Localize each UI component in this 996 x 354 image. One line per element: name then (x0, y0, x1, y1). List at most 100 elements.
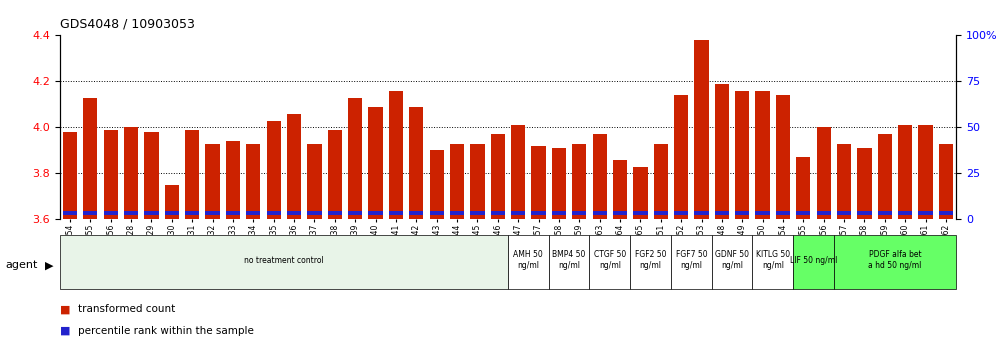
Bar (552, 148, 566, 219)
FancyBboxPatch shape (630, 235, 671, 289)
Bar (491, 134, 505, 219)
Bar (858, 211, 872, 215)
Bar (267, 211, 281, 215)
Bar (308, 143, 322, 219)
Bar (939, 211, 953, 215)
Bar (776, 95, 790, 219)
FancyBboxPatch shape (752, 235, 793, 289)
FancyBboxPatch shape (590, 235, 630, 289)
Bar (185, 130, 199, 219)
Text: BMP4 50
ng/ml: BMP4 50 ng/ml (553, 251, 586, 270)
Bar (715, 84, 729, 219)
Bar (613, 160, 627, 219)
Bar (633, 166, 647, 219)
Bar (409, 107, 423, 219)
Bar (124, 127, 138, 219)
Bar (429, 211, 444, 215)
Bar (918, 211, 932, 215)
Bar (552, 211, 566, 215)
Bar (715, 211, 729, 215)
Bar (877, 211, 892, 215)
Text: FGF7 50
ng/ml: FGF7 50 ng/ml (675, 251, 707, 270)
Bar (877, 134, 892, 219)
Bar (226, 211, 240, 215)
Text: transformed count: transformed count (78, 304, 175, 314)
Text: KITLG 50
ng/ml: KITLG 50 ng/ml (756, 251, 790, 270)
Bar (104, 130, 118, 219)
Bar (246, 143, 260, 219)
Bar (470, 143, 484, 219)
Text: AMH 50
ng/ml: AMH 50 ng/ml (514, 251, 543, 270)
Bar (348, 97, 363, 219)
Bar (511, 125, 525, 219)
Bar (735, 91, 749, 219)
Bar (144, 211, 158, 215)
Bar (63, 211, 77, 215)
FancyBboxPatch shape (793, 235, 834, 289)
Bar (572, 143, 587, 219)
Bar (796, 211, 811, 215)
Bar (185, 211, 199, 215)
Bar (776, 211, 790, 215)
Bar (450, 143, 464, 219)
Bar (817, 211, 831, 215)
Bar (164, 185, 179, 219)
Bar (837, 211, 852, 215)
Bar (613, 211, 627, 215)
FancyBboxPatch shape (712, 235, 752, 289)
Bar (694, 211, 708, 215)
Bar (369, 107, 382, 219)
Bar (572, 211, 587, 215)
FancyBboxPatch shape (60, 235, 508, 289)
Bar (308, 211, 322, 215)
Text: agent: agent (5, 261, 38, 270)
Text: ■: ■ (60, 326, 71, 336)
Bar (124, 211, 138, 215)
Bar (532, 211, 546, 215)
FancyBboxPatch shape (834, 235, 956, 289)
Bar (837, 143, 852, 219)
Bar (593, 211, 607, 215)
Bar (226, 141, 240, 219)
Bar (328, 211, 342, 215)
Bar (491, 211, 505, 215)
Bar (287, 114, 301, 219)
Bar (694, 40, 708, 219)
Text: CTGF 50
ng/ml: CTGF 50 ng/ml (594, 251, 625, 270)
Bar (205, 143, 220, 219)
Bar (63, 132, 77, 219)
Bar (369, 211, 382, 215)
Bar (164, 211, 179, 215)
Bar (328, 130, 342, 219)
Bar (653, 143, 668, 219)
Bar (735, 211, 749, 215)
Text: PDGF alfa bet
a hd 50 ng/ml: PDGF alfa bet a hd 50 ng/ml (869, 251, 921, 270)
Bar (653, 211, 668, 215)
FancyBboxPatch shape (508, 235, 549, 289)
Bar (429, 150, 444, 219)
Bar (817, 127, 831, 219)
Bar (287, 211, 301, 215)
Text: percentile rank within the sample: percentile rank within the sample (78, 326, 254, 336)
Text: no treatment control: no treatment control (244, 256, 324, 265)
Bar (756, 91, 770, 219)
Bar (205, 211, 220, 215)
Bar (409, 211, 423, 215)
Bar (918, 125, 932, 219)
Bar (348, 211, 363, 215)
Bar (858, 148, 872, 219)
Bar (898, 211, 912, 215)
Bar (796, 157, 811, 219)
Bar (511, 211, 525, 215)
Text: ▶: ▶ (45, 261, 54, 270)
Bar (267, 120, 281, 219)
Bar (450, 211, 464, 215)
Bar (84, 211, 98, 215)
FancyBboxPatch shape (549, 235, 590, 289)
Text: GDNF 50
ng/ml: GDNF 50 ng/ml (715, 251, 749, 270)
Bar (898, 125, 912, 219)
Bar (633, 211, 647, 215)
Text: GDS4048 / 10903053: GDS4048 / 10903053 (60, 18, 194, 31)
Bar (144, 132, 158, 219)
Bar (388, 91, 403, 219)
